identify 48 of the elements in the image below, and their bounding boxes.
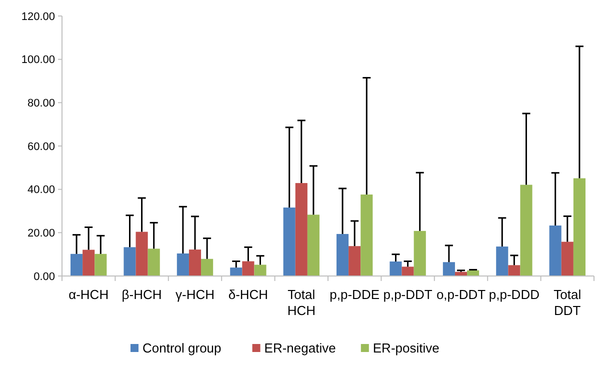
bar	[390, 261, 402, 276]
y-tick-label: 20.00	[27, 228, 55, 240]
bar	[295, 183, 308, 276]
bar	[573, 178, 586, 276]
bar	[549, 226, 562, 276]
bar	[94, 254, 107, 276]
x-tick-label: Total HCH	[287, 287, 316, 318]
bar	[496, 246, 508, 276]
legend-label: ER-negative	[264, 340, 336, 356]
bar	[520, 184, 532, 276]
x-tick-label: p,p-DDD	[488, 287, 540, 302]
bar	[307, 214, 320, 276]
x-tick-label: α-HCH	[68, 287, 109, 302]
y-tick-label: 120.00	[21, 10, 55, 23]
y-tick-label: 80.00	[27, 98, 55, 110]
bar	[348, 246, 361, 276]
y-tick-label: 40.00	[27, 184, 55, 196]
bar	[442, 262, 455, 276]
bar	[283, 208, 296, 276]
bar	[176, 253, 189, 276]
x-tick-label: p,p-DDE	[330, 287, 380, 302]
bar	[124, 247, 136, 276]
bar	[136, 232, 148, 276]
y-tick-label: 60.00	[27, 140, 55, 153]
x-tick-label: β-HCH	[122, 287, 162, 302]
legend-label: Control group	[142, 340, 222, 356]
bar	[242, 261, 254, 276]
bar	[254, 264, 266, 276]
bar	[230, 268, 242, 276]
bar	[402, 266, 414, 276]
bar	[70, 254, 83, 276]
bar	[360, 194, 373, 276]
bar	[148, 248, 160, 276]
x-tick-label: γ-HCH	[176, 287, 214, 302]
bar	[188, 250, 202, 276]
bar	[336, 234, 349, 276]
bar	[561, 242, 574, 276]
x-tick-label: δ-HCH	[228, 287, 268, 302]
y-tick-label: 100.00	[21, 54, 55, 66]
bar	[201, 258, 214, 276]
bar	[508, 265, 520, 276]
bar	[414, 230, 426, 276]
legend-label: ER-positive	[372, 340, 440, 356]
x-tick-label: p,p-DDT	[383, 287, 432, 302]
y-tick-label: 0.00	[34, 270, 55, 283]
x-tick-label: o,p-DDT	[436, 287, 486, 302]
x-tick-label: Total DDT	[554, 287, 582, 318]
bar	[82, 250, 95, 276]
